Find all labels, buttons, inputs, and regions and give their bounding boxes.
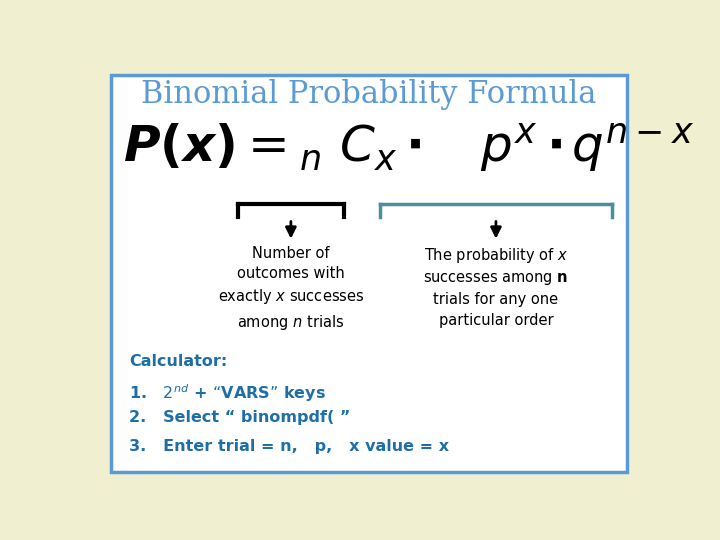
Text: $\boldsymbol{P(x) =_{n}\ C_{x} \cdot \quad p^{x} \cdot q^{n-x}}$: $\boldsymbol{P(x) =_{n}\ C_{x} \cdot \qu… [124, 122, 695, 174]
FancyBboxPatch shape [111, 75, 627, 472]
Text: 1.   $2^{nd}$ + “VARS” keys: 1. $2^{nd}$ + “VARS” keys [129, 382, 326, 404]
Text: Number of
outcomes with
exactly $x$ successes
among $n$ trials: Number of outcomes with exactly $x$ succ… [217, 246, 364, 332]
Text: 2.   Select “ binompdf( ”: 2. Select “ binompdf( ” [129, 410, 351, 426]
Text: 3.   Enter trial = n,   p,   x value = x: 3. Enter trial = n, p, x value = x [129, 438, 449, 454]
Text: The probability of $x$
successes among $\mathbf{n}$
trials for any one
particula: The probability of $x$ successes among $… [423, 246, 569, 328]
Text: Calculator:: Calculator: [129, 354, 228, 369]
Text: Binomial Probability Formula: Binomial Probability Formula [141, 79, 597, 110]
